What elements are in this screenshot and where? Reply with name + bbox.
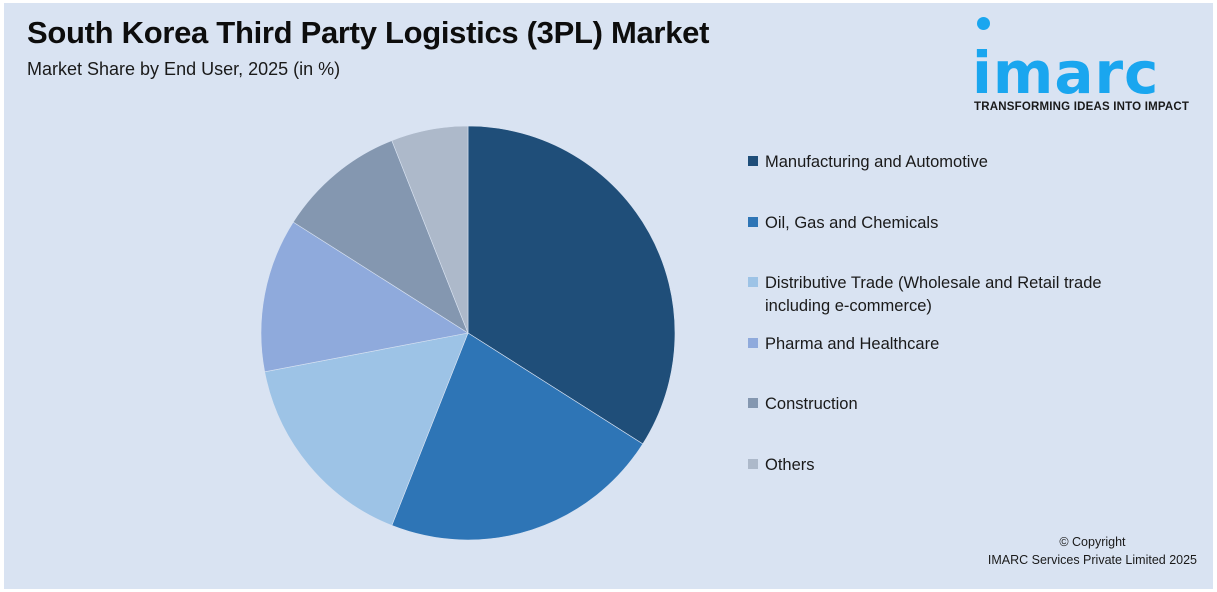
legend-item: Distributive Trade (Wholesale and Retail… (748, 272, 1165, 318)
legend-label: Pharma and Healthcare (765, 335, 940, 353)
legend-swatch-icon (748, 156, 758, 166)
legend-label: Construction (765, 395, 858, 413)
legend-item: Others (748, 454, 1165, 477)
pie-slice-oil-gas-and-chemicals (391, 332, 644, 541)
copyright: © Copyright IMARC Services Private Limit… (988, 533, 1197, 569)
legend-item: Oil, Gas and Chemicals (748, 212, 1165, 235)
legend-item: Construction (748, 393, 1165, 416)
legend-label: Oil, Gas and Chemicals (765, 214, 939, 232)
legend-label: Manufacturing and Automotive (765, 153, 988, 171)
copyright-line-1: © Copyright (1059, 535, 1126, 549)
pie-slice-manufacturing-and-automotive (467, 125, 676, 445)
legend-swatch-icon (748, 459, 758, 469)
pie-slice-distributive-trade-wholesale-and-retail-trade-including-e-commerce (264, 332, 469, 526)
pie-slice-pharma-and-healthcare (260, 221, 469, 373)
legend-label: Distributive Trade (Wholesale and Retail… (765, 274, 1102, 315)
logo-tagline: TRANSFORMING IDEAS INTO IMPACT (974, 101, 1190, 113)
copyright-line-2: IMARC Services Private Limited 2025 (987, 553, 1197, 567)
legend-swatch-icon (748, 398, 758, 408)
imarc-logo: imarc TRANSFORMING IDEAS INTO IMPACT (970, 15, 1210, 120)
pie-slice-others (391, 125, 469, 334)
legend-item: Pharma and Healthcare (748, 333, 1165, 356)
legend-item: Manufacturing and Automotive (748, 151, 1165, 174)
pie-slice-construction (292, 140, 469, 334)
legend-swatch-icon (748, 338, 758, 348)
legend-label: Others (765, 456, 815, 474)
chart-subtitle: Market Share by End User, 2025 (in %) (27, 59, 341, 79)
legend-swatch-icon (748, 217, 758, 227)
logo-dot-icon (977, 17, 990, 30)
chart-panel: South Korea Third Party Logistics (3PL) … (4, 3, 1213, 589)
pie-chart (260, 125, 676, 541)
legend-swatch-icon (748, 277, 758, 287)
logo-wordmark: imarc (972, 39, 1160, 107)
chart-title: South Korea Third Party Logistics (3PL) … (27, 15, 710, 50)
